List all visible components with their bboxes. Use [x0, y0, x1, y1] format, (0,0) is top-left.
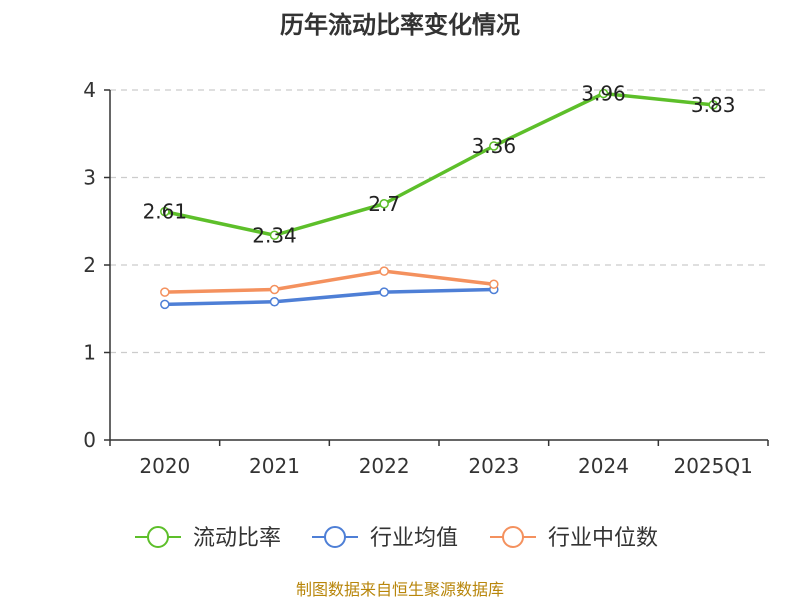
y-tick-label: 1: [83, 341, 96, 365]
data-labels: 2.61 2.34 2.7 3.36 3.96 3.83: [143, 82, 736, 248]
legend-item-2[interactable]: 行业中位数: [490, 526, 658, 551]
source-note: 制图数据来自恒生聚源数据库: [296, 580, 504, 599]
series-lines: [160, 88, 718, 310]
legend-item-0[interactable]: 流动比率: [135, 526, 281, 551]
data-label: 2.61: [143, 200, 188, 224]
data-point[interactable]: [489, 141, 499, 151]
data-label: 2.34: [252, 223, 297, 247]
data-point[interactable]: [269, 230, 280, 240]
x-tick-label: 2020: [139, 454, 190, 478]
data-point[interactable]: [598, 88, 609, 99]
data-point[interactable]: [379, 287, 389, 297]
legend-label: 行业中位数: [548, 526, 658, 551]
series-line-2: [164, 269, 495, 294]
legend-item-1[interactable]: 行业均值: [312, 526, 458, 551]
y-tick-label: 3: [83, 166, 96, 190]
data-point[interactable]: [160, 299, 170, 310]
data-label: 3.83: [691, 93, 736, 117]
data-label: 3.96: [581, 82, 626, 106]
y-tick-label: 0: [83, 428, 96, 452]
data-point[interactable]: [269, 297, 280, 307]
x-tick-label: 2025Q1: [673, 454, 752, 478]
legend[interactable]: 流动比率 行业均值 行业中位数: [135, 526, 658, 551]
legend-marker: [324, 526, 346, 548]
data-point[interactable]: [269, 284, 280, 295]
data-point[interactable]: [489, 279, 499, 289]
legend-marker: [147, 526, 169, 548]
x-tick-label: 2022: [359, 454, 410, 478]
data-label: 3.36: [472, 134, 517, 158]
legend-label: 行业均值: [370, 526, 458, 551]
axes: 0 1 2 3 4 2020 2021 2022 2023 2024 2025Q1: [83, 78, 769, 478]
legend-marker: [502, 526, 524, 548]
y-tick-label: 4: [83, 78, 96, 102]
data-point[interactable]: [160, 206, 170, 217]
series-line-1: [164, 287, 494, 307]
y-tick-label: 2: [83, 253, 96, 277]
chart-title: 历年流动比率变化情况: [280, 11, 520, 39]
x-tick-label: 2023: [468, 454, 519, 478]
x-tick-label: 2021: [249, 454, 300, 478]
data-point[interactable]: [379, 199, 389, 209]
x-tick-label: 2024: [578, 454, 629, 478]
data-label: 2.7: [368, 192, 400, 216]
data-point[interactable]: [160, 287, 170, 297]
data-point[interactable]: [708, 100, 718, 110]
legend-label: 流动比率: [193, 526, 281, 551]
series-line-0: [164, 91, 714, 237]
data-point[interactable]: [379, 266, 389, 276]
